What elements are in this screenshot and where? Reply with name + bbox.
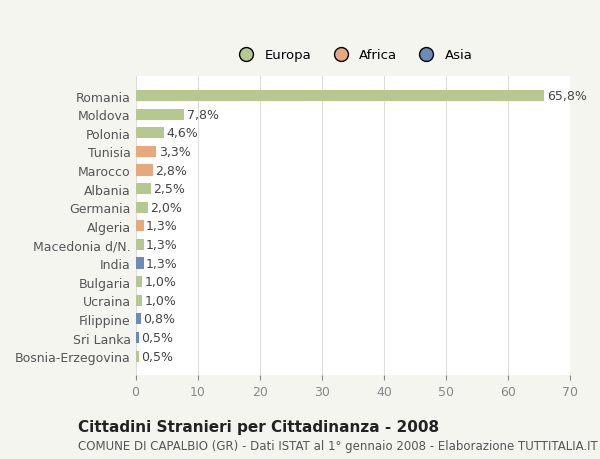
Bar xyxy=(136,239,143,251)
Bar xyxy=(136,276,142,288)
Text: 0,5%: 0,5% xyxy=(141,350,173,363)
Bar xyxy=(136,128,164,139)
Text: 65,8%: 65,8% xyxy=(547,90,587,103)
Text: COMUNE DI CAPALBIO (GR) - Dati ISTAT al 1° gennaio 2008 - Elaborazione TUTTITALI: COMUNE DI CAPALBIO (GR) - Dati ISTAT al … xyxy=(78,439,598,452)
Bar xyxy=(136,91,544,102)
Text: 1,3%: 1,3% xyxy=(146,257,178,270)
Bar xyxy=(136,313,140,325)
Bar xyxy=(136,146,156,158)
Text: 2,5%: 2,5% xyxy=(154,183,185,196)
Text: 2,8%: 2,8% xyxy=(155,164,187,177)
Text: 0,5%: 0,5% xyxy=(141,331,173,344)
Text: 1,0%: 1,0% xyxy=(145,294,176,307)
Text: 3,3%: 3,3% xyxy=(158,146,190,159)
Text: 2,0%: 2,0% xyxy=(151,202,182,214)
Bar xyxy=(136,221,143,232)
Bar xyxy=(136,351,139,362)
Legend: Europa, Africa, Asia: Europa, Africa, Asia xyxy=(229,45,476,66)
Bar xyxy=(136,295,142,306)
Text: Cittadini Stranieri per Cittadinanza - 2008: Cittadini Stranieri per Cittadinanza - 2… xyxy=(78,419,439,434)
Text: 1,0%: 1,0% xyxy=(145,275,176,289)
Text: 1,3%: 1,3% xyxy=(146,239,178,252)
Text: 1,3%: 1,3% xyxy=(146,220,178,233)
Text: 4,6%: 4,6% xyxy=(167,127,199,140)
Bar xyxy=(136,258,143,269)
Bar xyxy=(136,332,139,343)
Bar xyxy=(136,165,153,176)
Text: 7,8%: 7,8% xyxy=(187,108,218,122)
Bar xyxy=(136,184,151,195)
Bar xyxy=(136,109,184,121)
Bar xyxy=(136,202,148,213)
Text: 0,8%: 0,8% xyxy=(143,313,175,326)
